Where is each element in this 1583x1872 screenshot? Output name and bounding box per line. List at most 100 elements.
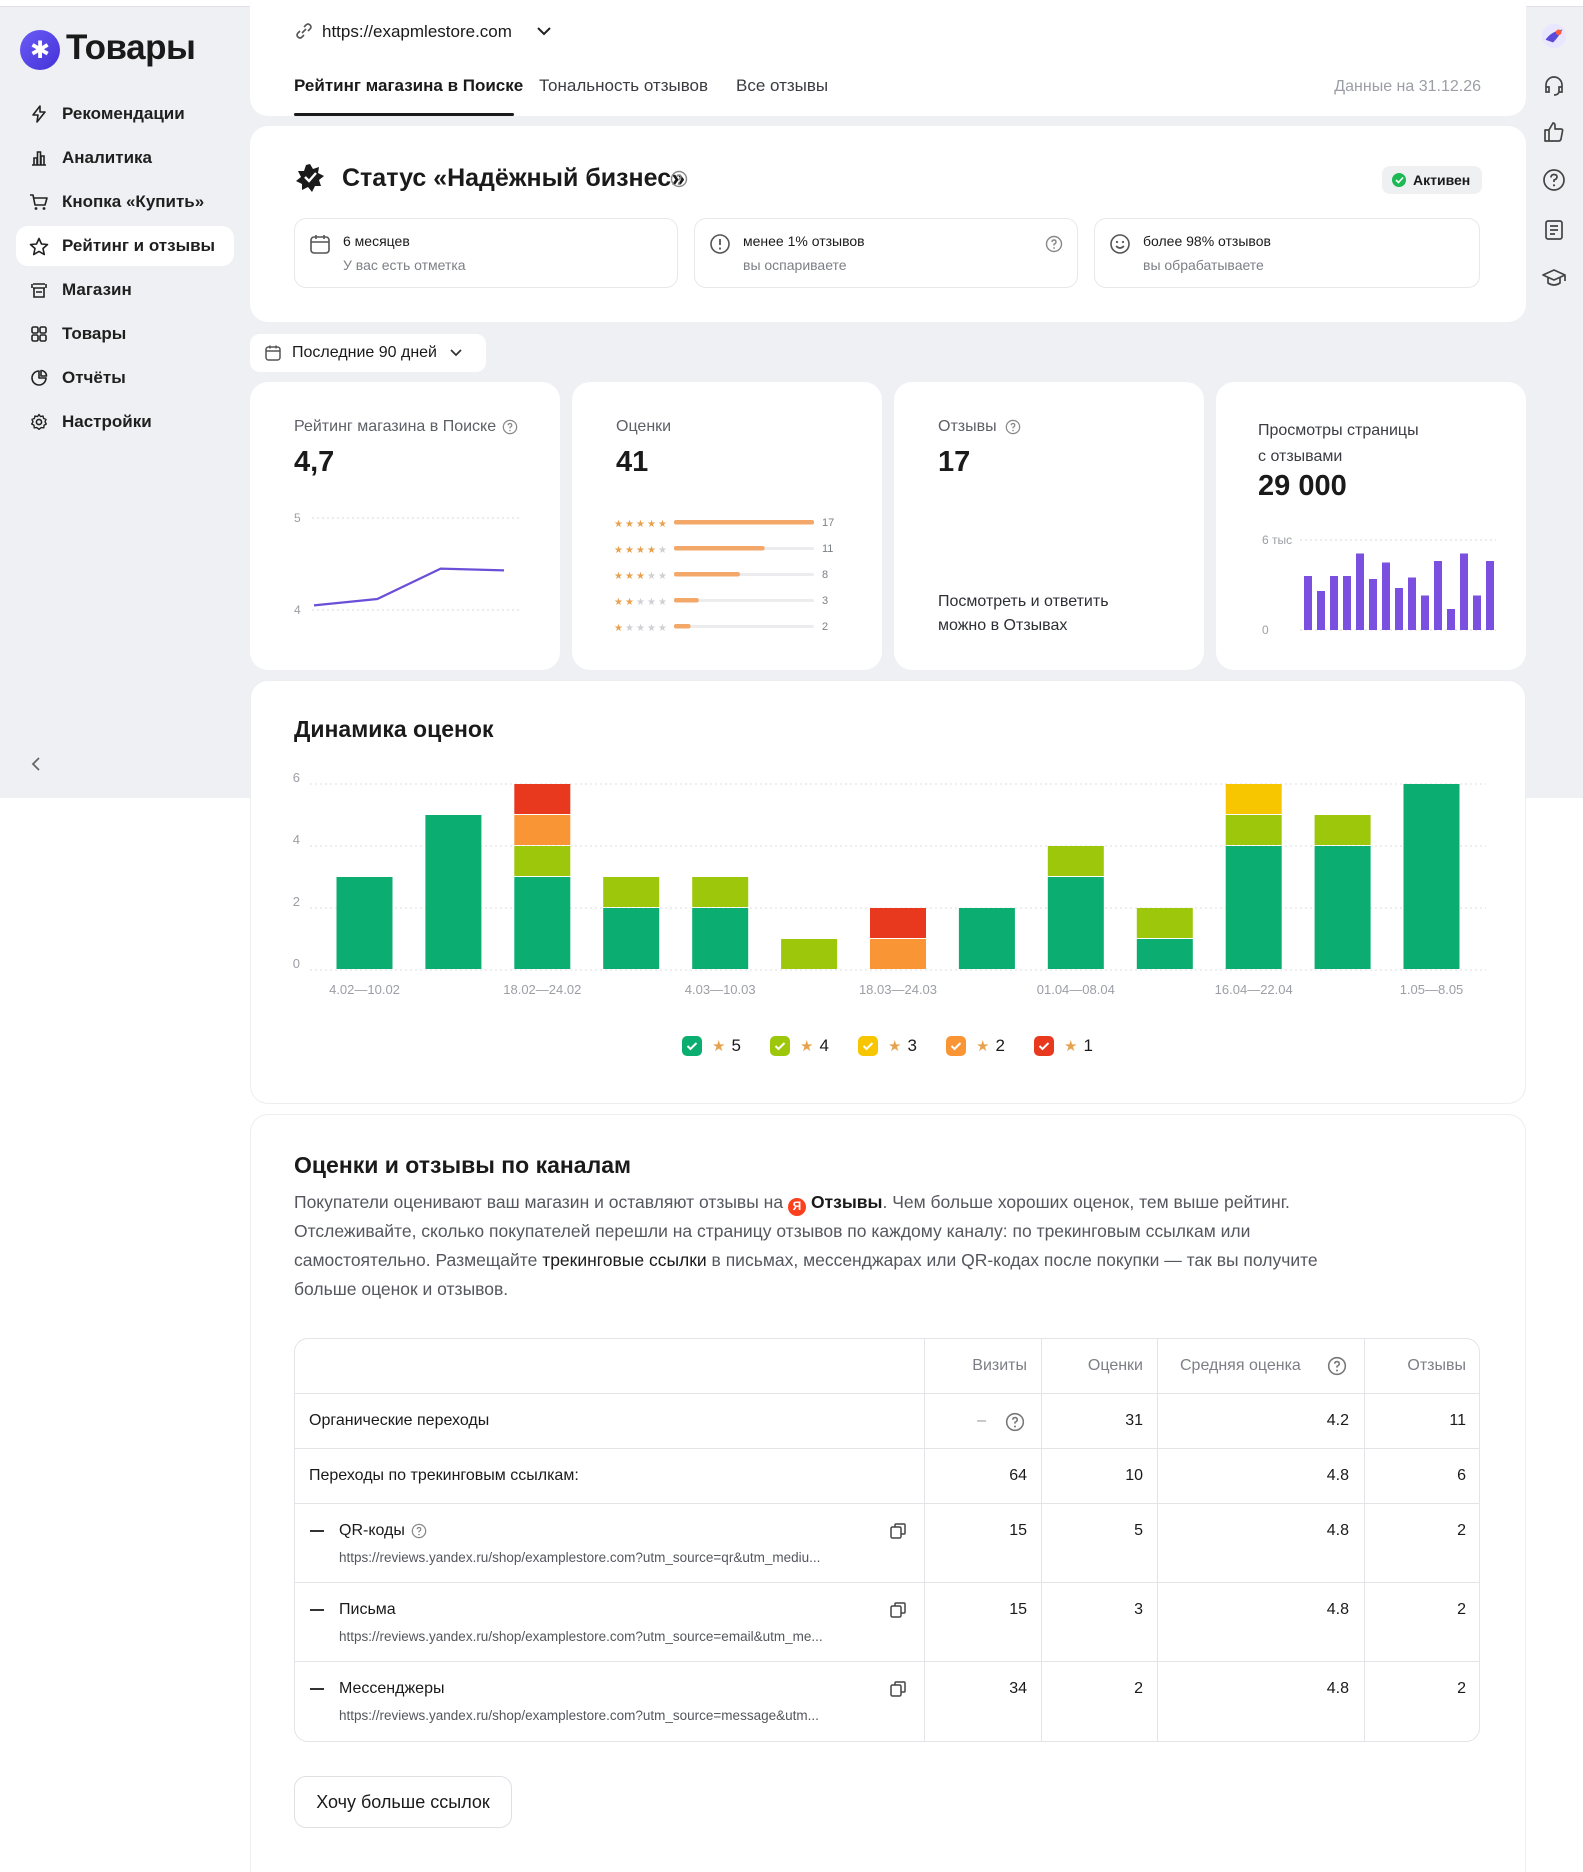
tracking-url[interactable]: https://reviews.yandex.ru/shop/examplest… <box>339 1708 819 1723</box>
copy-icon[interactable] <box>889 1680 907 1703</box>
status-card <box>250 126 1526 322</box>
metric-label: Рейтинг магазина в Поиске <box>294 418 518 436</box>
views-bar <box>1330 576 1338 630</box>
star-icon: ★ <box>625 623 634 634</box>
table-cell-avg: 4.8 <box>1326 1522 1349 1539</box>
table-cell-scores: 5 <box>1134 1522 1143 1539</box>
avatar-icon[interactable] <box>1540 22 1568 50</box>
legend-item-5[interactable]: ★ 5 <box>682 1036 741 1056</box>
sidebar-item-products[interactable]: Товары <box>16 314 234 354</box>
logo-icon: ✱ <box>20 30 60 70</box>
table-cell-scores: 2 <box>1134 1680 1143 1697</box>
help-icon[interactable] <box>670 170 688 193</box>
thumbs-up-icon[interactable] <box>1540 118 1568 146</box>
views-bar <box>1421 595 1429 630</box>
period-select[interactable]: Последние 90 дней <box>250 334 486 372</box>
graduation-cap-icon[interactable] <box>1540 264 1568 292</box>
desc-brand[interactable]: Отзывы <box>810 1192 883 1212</box>
status-box-line1: 6 месяцев <box>343 233 410 249</box>
sidebar-item-rating-reviews[interactable]: Рейтинг и отзывы <box>16 226 234 266</box>
tracking-links-link[interactable]: трекинговые ссылки <box>542 1250 707 1270</box>
x-tick-label: 18.02—24.02 <box>503 982 581 997</box>
chart-title: Динамика оценок <box>294 716 494 742</box>
x-tick-label: 18.03—24.03 <box>859 982 937 997</box>
score-bar <box>674 546 765 551</box>
report-icon <box>28 369 50 387</box>
table-cell-reviews: 2 <box>1457 1522 1466 1539</box>
sidebar-item-analytics[interactable]: Аналитика <box>16 138 234 178</box>
copy-icon[interactable] <box>889 1522 907 1545</box>
table-divider <box>1041 1339 1042 1741</box>
help-icon[interactable] <box>1005 1412 1025 1437</box>
views-bar <box>1343 576 1351 630</box>
tab-sentiment[interactable]: Тональность отзывов <box>539 76 709 95</box>
rating-line <box>313 567 505 607</box>
checkbox-icon <box>770 1036 790 1056</box>
bar-segment-4 <box>1314 815 1371 845</box>
legend-item-4[interactable]: ★ 4 <box>770 1036 829 1056</box>
help-icon[interactable] <box>1045 235 1063 258</box>
sidebar-item-buy-button[interactable]: Кнопка «Купить» <box>16 182 234 222</box>
help-icon[interactable] <box>411 1523 427 1539</box>
tab-search-rating[interactable]: Рейтинг магазина в Поиске <box>294 76 524 95</box>
star-icon: ★ <box>658 571 667 582</box>
headset-icon[interactable] <box>1540 72 1568 100</box>
legend-item-2[interactable]: ★ 2 <box>946 1036 1005 1056</box>
copy-icon[interactable] <box>889 1601 907 1624</box>
views-bar <box>1408 577 1416 630</box>
sidebar-item-settings[interactable]: Настройки <box>16 402 234 442</box>
views-bar <box>1486 561 1494 630</box>
x-tick-label: 1.05—8.05 <box>1400 982 1464 997</box>
table-cell-avg: 4.8 <box>1326 1680 1349 1697</box>
views-bar <box>1304 576 1312 630</box>
table-divider <box>295 1393 1479 1394</box>
help-icon[interactable] <box>1540 166 1568 194</box>
sidebar-item-store[interactable]: Магазин <box>16 270 234 310</box>
score-track <box>674 625 814 628</box>
status-box-line2: вы оспариваете <box>743 257 847 273</box>
more-links-button[interactable]: Хочу больше ссылок <box>294 1776 512 1828</box>
store-icon <box>28 281 50 299</box>
reviews-link[interactable]: Посмотреть и ответить можно в Отзывах <box>938 590 1109 638</box>
tracking-url[interactable]: https://reviews.yandex.ru/shop/examplest… <box>339 1550 821 1565</box>
tracking-url[interactable]: https://reviews.yandex.ru/shop/examplest… <box>339 1629 823 1644</box>
table-cell-scores: 10 <box>1125 1467 1143 1484</box>
sidebar-item-label: Настройки <box>62 412 152 431</box>
bar-segment-5 <box>1403 784 1460 969</box>
status-badge-label: Активен <box>1413 172 1471 188</box>
site-url[interactable]: https://exapmlestore.com <box>322 22 512 41</box>
legend-item-3[interactable]: ★ 3 <box>858 1036 917 1056</box>
table-row-name: QR-коды <box>339 1522 427 1540</box>
sidebar-item-recommendations[interactable]: Рекомендации <box>16 94 234 134</box>
link-icon <box>294 22 314 45</box>
sidebar-item-reports[interactable]: Отчёты <box>16 358 234 398</box>
grid-icon <box>28 325 50 343</box>
legend-label: 5 <box>731 1036 741 1055</box>
column-header-reviews: Отзывы <box>1407 1357 1466 1374</box>
scores-distribution: ★ ★ ★ ★ ★ 17★ ★ ★ ★ ★ 11★ ★ ★ ★ ★ 8★ ★ ★ ★ ★ 3★ ★ ★ ★ ★ 2 <box>614 517 834 634</box>
help-icon[interactable] <box>502 419 518 435</box>
rating-sparkline: 5 4 <box>294 511 520 617</box>
help-icon[interactable] <box>1005 419 1021 435</box>
news-icon[interactable] <box>1540 216 1568 244</box>
y-tick-label: 0 <box>293 956 300 971</box>
chevron-down-icon[interactable] <box>536 24 552 42</box>
legend-item-1[interactable]: ★ 1 <box>1034 1036 1093 1056</box>
score-count: 11 <box>822 543 833 555</box>
bar-segment-5 <box>514 877 571 969</box>
score-count: 17 <box>822 517 834 529</box>
column-header-scores: Оценки <box>1087 1357 1143 1374</box>
score-bar <box>674 624 691 629</box>
metric-value: 17 <box>938 446 971 478</box>
alert-icon <box>709 233 731 260</box>
tab-all-reviews[interactable]: Все отзывы <box>736 76 829 95</box>
status-box-disputes: менее 1% отзывов вы оспариваете <box>694 218 1078 288</box>
y-tick-label: 6 тыс <box>1262 533 1292 547</box>
checkbox-icon <box>858 1036 878 1056</box>
chevron-left-icon[interactable] <box>30 756 50 776</box>
star-icon: ★ <box>614 571 623 582</box>
star-icon <box>28 237 50 256</box>
bar-segment-5 <box>1314 846 1371 969</box>
help-icon[interactable] <box>1327 1356 1347 1381</box>
